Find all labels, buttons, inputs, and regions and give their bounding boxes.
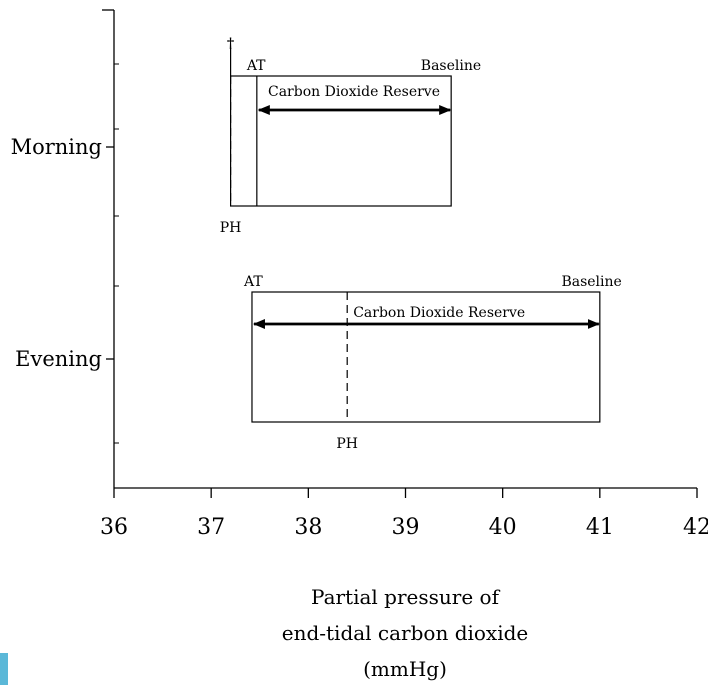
axes (102, 9, 697, 489)
reserve-label: Carbon Dioxide Reserve (353, 305, 525, 321)
x-tick-label: 41 (586, 515, 614, 540)
x-axis-title-line-1: Partial pressure of (311, 585, 501, 609)
x-ticks: 36 37 38 39 40 41 42 (100, 488, 708, 540)
dagger-mark: † (227, 36, 234, 52)
baseline-label: Baseline (421, 58, 481, 74)
x-tick-label: 38 (294, 515, 322, 540)
accent-bar (0, 653, 8, 685)
ph-label: PH (220, 220, 242, 236)
x-tick-label: 40 (489, 515, 517, 540)
x-tick-label: 36 (100, 515, 128, 540)
x-tick-label: 37 (197, 515, 225, 540)
row-evening: Evening AT Baseline Carbon Dioxide Reserve P… (15, 274, 622, 452)
chart-rows: Morning AT Baseline Carbon Dioxide Reserve P… (11, 36, 622, 452)
x-tick-label: 42 (683, 515, 708, 540)
row-label: Morning (11, 135, 102, 159)
x-axis-title-line-2: end-tidal carbon dioxide (282, 621, 529, 645)
row-morning: Morning AT Baseline Carbon Dioxide Reserve P… (11, 36, 482, 236)
baseline-label: Baseline (561, 274, 621, 290)
row-label: Evening (15, 347, 102, 371)
x-axis-title: Partial pressure of end-tidal carbon dio… (282, 585, 529, 681)
x-axis-title-line-3: (mmHg) (363, 657, 447, 681)
x-tick-label: 39 (392, 515, 420, 540)
range-box (251, 291, 601, 423)
ph-label: PH (336, 436, 358, 452)
at-label: AT (246, 58, 266, 74)
at-label: AT (243, 274, 263, 290)
reserve-label: Carbon Dioxide Reserve (268, 84, 440, 100)
